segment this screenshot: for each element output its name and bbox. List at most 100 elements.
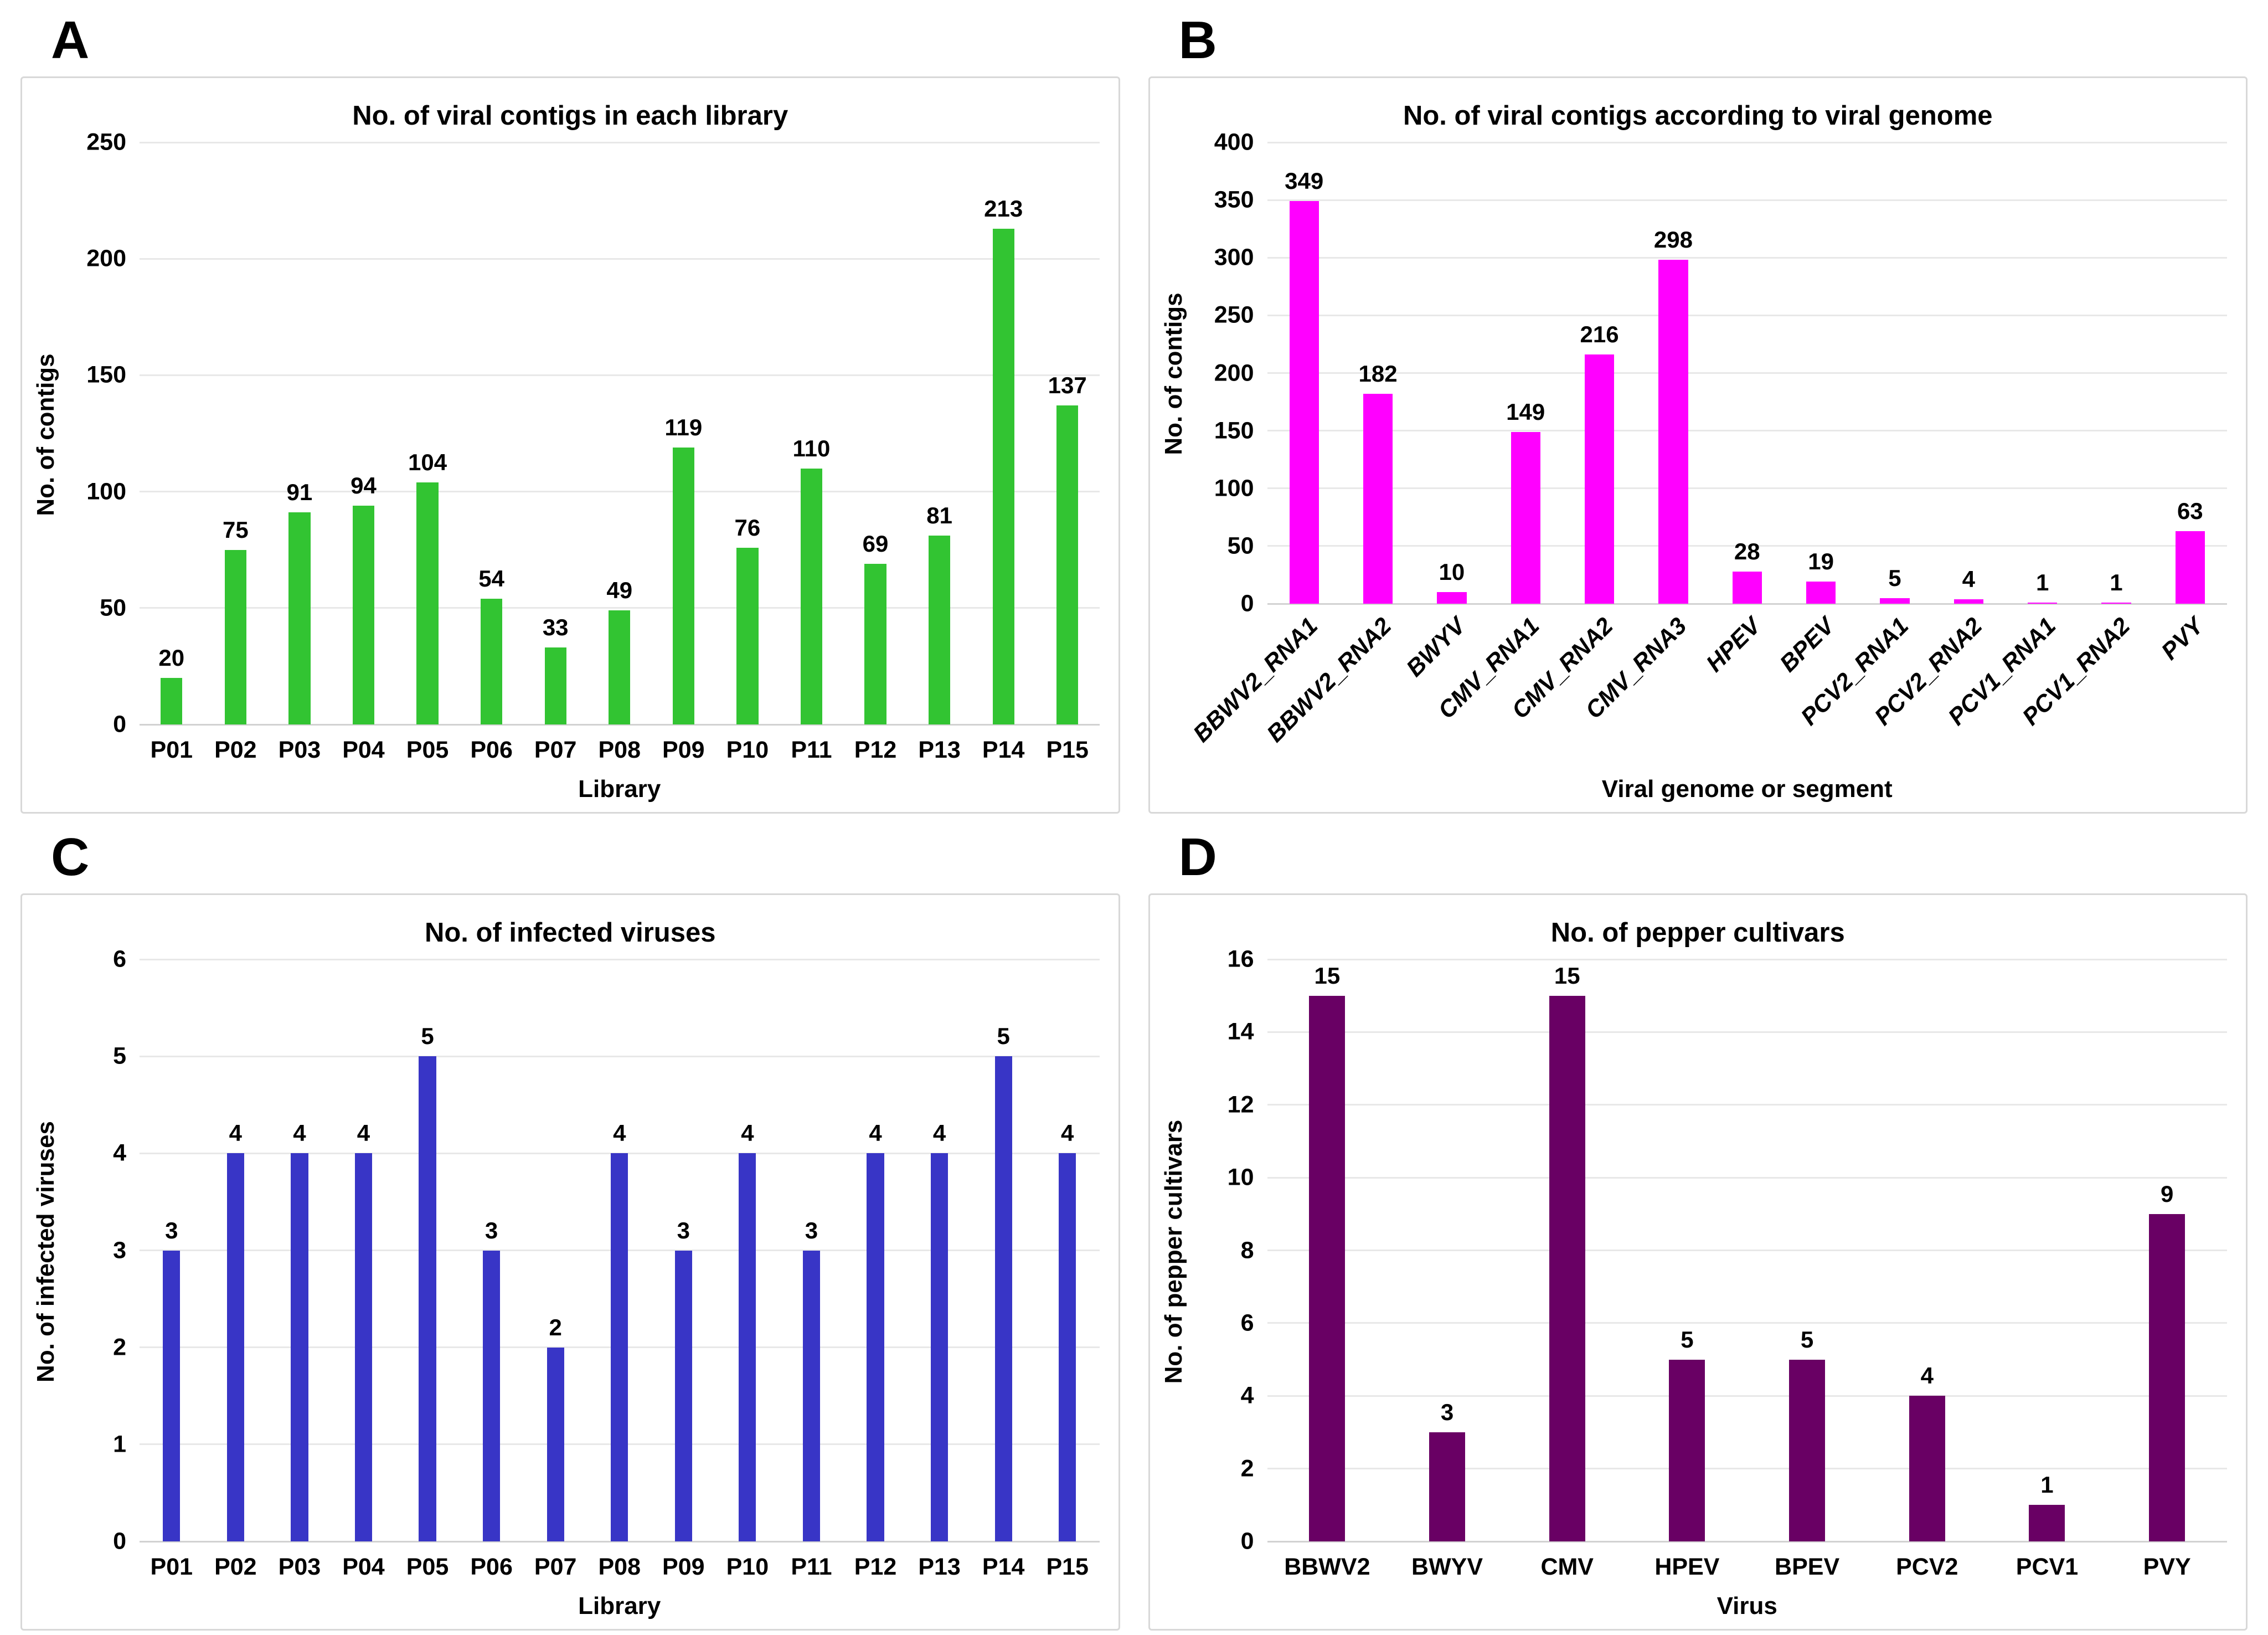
bar-P04: [352, 505, 375, 724]
value-label-P13: 4: [932, 1120, 946, 1146]
value-label-PVY: 9: [2160, 1180, 2174, 1207]
bar-P03: [291, 1153, 308, 1541]
x-axis-line: [140, 1540, 1100, 1543]
value-label-P12: 69: [862, 530, 889, 557]
gridline: [140, 958, 1100, 960]
x-tick-label-P07: P07: [534, 737, 577, 763]
bar-CMV: [1549, 995, 1585, 1541]
y-tick-label: 100: [1214, 475, 1254, 502]
chart-title: No. of viral contigs according to viral …: [1403, 101, 1993, 131]
gridline: [1267, 199, 2227, 201]
bar-P02: [224, 549, 246, 724]
plot-column: 0 50 100 150 200 250 300 350 400 349 BBWV2_RNA1 182…: [1188, 129, 2227, 771]
bar-P12: [864, 563, 886, 724]
plot-column: 0 50 100 150 200 250 20 P01 75 P02 91 P03 94 P04 104 P0…: [86, 129, 1100, 771]
y-tick-label: 250: [1214, 301, 1254, 328]
bar-BWYV: [1437, 592, 1467, 604]
gridline: [140, 607, 1100, 609]
y-tick-label: 200: [1214, 359, 1254, 386]
y-axis-title: No. of contigs: [32, 353, 59, 516]
bar-P15: [1056, 405, 1079, 724]
plot-area: 0 1 2 3 4 5 6 3 P01 4 P02 4 P03 4 P04 5 P05 3 P06 2 P07 4 P08 3…: [113, 946, 1100, 1580]
bar-P06: [483, 1250, 501, 1541]
y-tick-label: 50: [100, 594, 126, 621]
gridline: [1267, 958, 2227, 960]
bar-PVY: [2149, 1214, 2185, 1541]
x-tick-label-P13: P13: [918, 1554, 961, 1580]
chart-title: No. of viral contigs in each library: [352, 101, 788, 131]
chart-body: No. of pepper cultivars 0 2 4 6 8 10 12 14 16 15 B…: [1150, 946, 2246, 1588]
bar-PCV2_RNA2: [1953, 599, 1983, 604]
gridline: [1267, 1176, 2227, 1179]
bar-HPEV: [1732, 571, 1762, 604]
bar-PCV1_RNA2: [2101, 602, 2131, 604]
gridline: [1267, 1322, 2227, 1324]
y-tick-label: 8: [1240, 1237, 1254, 1263]
x-tick-label-P03: P03: [278, 737, 321, 763]
x-tick-label-P06: P06: [470, 1554, 513, 1580]
bar-PCV1: [2029, 1505, 2065, 1541]
y-tick-label: 200: [86, 245, 126, 272]
value-label-P03: 4: [293, 1120, 306, 1146]
x-tick-label-P11: P11: [791, 1554, 832, 1580]
y-tick-label: 5: [113, 1042, 126, 1070]
value-label-PCV2: 4: [1920, 1362, 1934, 1389]
chart-title: No. of infected viruses: [424, 918, 716, 948]
x-tick-label-P12: P12: [854, 737, 897, 763]
y-tick-label: 16: [1227, 945, 1254, 973]
bar-P02: [226, 1153, 244, 1541]
value-label-P04: 4: [357, 1120, 370, 1146]
panel-a-letter: A: [51, 11, 90, 70]
y-axis-gutter: [70, 959, 140, 1588]
panel-cell-c: C No. of infected viruses No. of infecte…: [20, 821, 1120, 1631]
x-tick-label-P11: P11: [791, 737, 832, 763]
gridline: [140, 374, 1100, 376]
y-axis-gutter: [70, 142, 140, 771]
x-tick-label-P03: P03: [278, 1554, 321, 1580]
plot-column: 0 1 2 3 4 5 6 3 P01 4 P02 4 P03 4 P04 5 P05 3 P06 2 P07 4 P08 3…: [113, 946, 1100, 1588]
value-label-P12: 4: [869, 1120, 882, 1146]
x-tick-label-P04: P04: [342, 737, 385, 763]
gridline: [140, 258, 1100, 260]
y-axis-title: No. of pepper cultivars: [1159, 1119, 1187, 1384]
value-label-P09: 119: [664, 414, 703, 440]
x-tick-label-P15: P15: [1046, 737, 1089, 763]
x-tick-label-P06: P06: [470, 737, 513, 763]
x-tick-label-P12: P12: [854, 1554, 897, 1580]
gridline: [1267, 487, 2227, 490]
y-tick-label: 6: [113, 945, 126, 973]
value-label-P02: 4: [229, 1120, 243, 1146]
gridline: [1267, 545, 2227, 547]
y-tick-label: 4: [1240, 1382, 1254, 1409]
bar-P10: [736, 547, 759, 724]
value-label-PVY: 63: [2177, 497, 2203, 524]
y-tick-label: 1: [113, 1431, 126, 1458]
figure-grid: A No. of viral contigs in each library N…: [20, 4, 2248, 1631]
bar-CMV_RNA1: [1511, 431, 1540, 604]
y-tick-label: 6: [1240, 1309, 1254, 1336]
plot-area: 0 50 100 150 200 250 20 P01 75 P02 91 P03 94 P04 104 P0…: [86, 129, 1100, 763]
gridline: [1267, 314, 2227, 316]
value-label-CMV: 15: [1554, 962, 1580, 989]
bar-P08: [609, 610, 631, 724]
value-label-PCV2_RNA2: 4: [1962, 565, 1975, 592]
x-axis-line: [1267, 1540, 2227, 1543]
bar-BPEV: [1789, 1359, 1826, 1541]
value-label-BBWV2_RNA1: 349: [1285, 168, 1324, 194]
x-tick-label-PCV2: PCV2: [1896, 1554, 1958, 1580]
plot-column: 0 2 4 6 8 10 12 14 16 15 BBWV2 3 BWYV 15 CMV 5 HPEV 5 BPEV…: [1228, 946, 2227, 1588]
x-tick-label-P05: P05: [406, 1554, 449, 1580]
panel-b-letter: B: [1178, 11, 1218, 70]
y-tick-label: 0: [113, 711, 126, 738]
gridline: [1267, 372, 2227, 374]
x-axis-title: Library: [578, 775, 661, 803]
bar-PCV2: [1909, 1396, 1945, 1541]
bar-PCV1_RNA1: [2027, 602, 2058, 604]
y-tick-label: 2: [113, 1334, 126, 1361]
x-tick-label-P04: P04: [342, 1554, 385, 1580]
value-label-P02: 75: [222, 516, 249, 543]
bar-HPEV: [1669, 1359, 1705, 1541]
y-axis-title: No. of contigs: [1159, 292, 1187, 455]
gridline: [140, 1055, 1100, 1057]
panel-c: No. of infected viruses No. of infected …: [20, 893, 1120, 1631]
